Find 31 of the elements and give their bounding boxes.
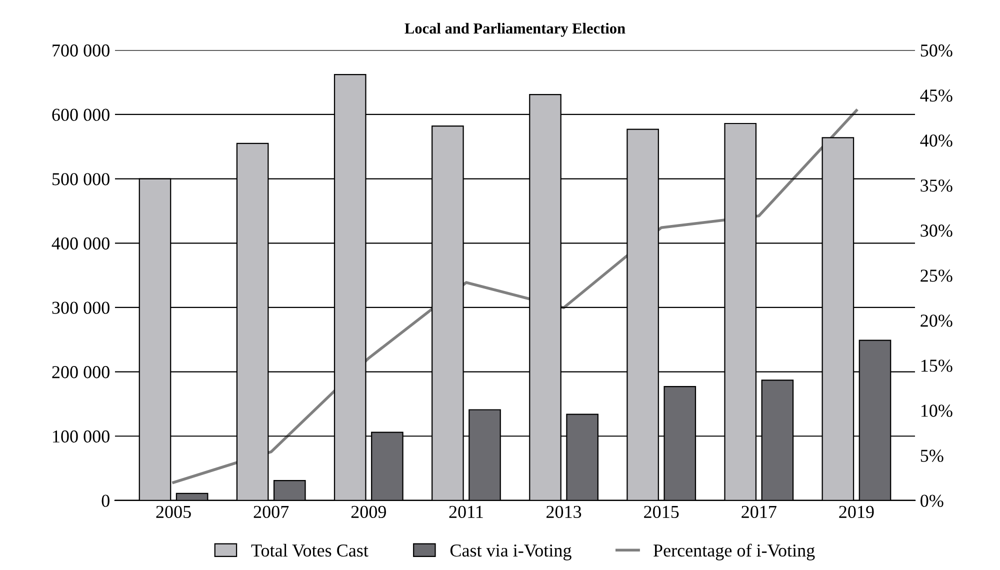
y2-tick-label: 20% <box>920 314 952 327</box>
x-tick-label: 2019 <box>839 506 874 518</box>
x-tick-label: 2009 <box>351 506 386 518</box>
legend-label: Total Votes Cast <box>251 544 368 557</box>
y-tick-label: 400 000 <box>52 237 110 250</box>
y2-tick-label: 40% <box>920 134 952 147</box>
y-tick-label: 500 000 <box>52 173 110 186</box>
y-tick-label: 200 000 <box>52 366 110 378</box>
x-tick-label: 2011 <box>449 506 483 518</box>
legend-label: Cast via i-Voting <box>450 544 572 560</box>
y2-tick-label: 5% <box>920 450 944 462</box>
x-tick-label: 2013 <box>546 506 582 518</box>
y-tick-label: 100 000 <box>53 430 110 443</box>
y2-tick-label: 0% <box>920 494 944 507</box>
x-tick-label: 2007 <box>254 506 289 518</box>
legend-label: Percentage of i-Voting <box>654 544 815 560</box>
y-tick-label: 300 000 <box>52 302 110 314</box>
y-tick-label: 600 000 <box>52 108 110 121</box>
x-tick-label: 2015 <box>644 506 679 518</box>
y2-tick-label: 50% <box>920 44 952 57</box>
y2-tick-label: 30% <box>920 224 952 237</box>
y2-tick-label: 10% <box>921 404 952 417</box>
y2-tick-label: 35% <box>920 180 952 192</box>
y-tick-label: 0 <box>102 494 110 507</box>
x-tick-label: 2005 <box>156 506 191 518</box>
y2-tick-label: 45% <box>920 89 952 102</box>
y-tick-label: 700 000 <box>52 44 110 57</box>
y2-tick-label: 25% <box>920 270 952 282</box>
chart-title: Local and Parliamentary Election <box>404 22 626 37</box>
y2-tick-label: 15% <box>921 360 952 372</box>
x-tick-label: 2017 <box>742 506 776 518</box>
